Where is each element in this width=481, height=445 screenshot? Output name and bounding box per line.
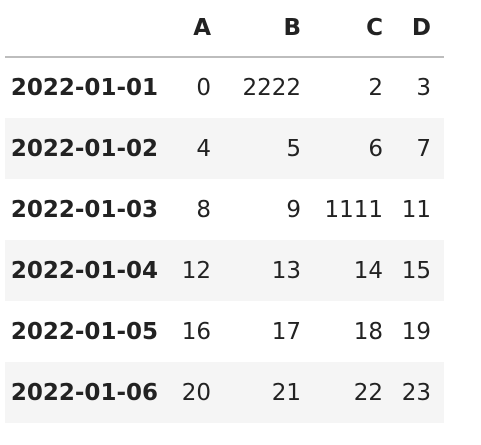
column-header-c: C	[314, 0, 396, 57]
index-header-corner	[5, 0, 171, 57]
table-cell: 5	[224, 118, 314, 179]
row-index-label: 2022-01-04	[5, 240, 171, 301]
table-row: 2022-01-01 0 2222 2 3	[5, 57, 444, 118]
column-header-d: D	[396, 0, 444, 57]
row-index-label: 2022-01-06	[5, 362, 171, 423]
table-cell: 19	[396, 301, 444, 362]
table-cell: 6	[314, 118, 396, 179]
table-cell: 1111	[314, 179, 396, 240]
table-cell: 20	[171, 362, 224, 423]
table-row: 2022-01-03 8 9 1111 11	[5, 179, 444, 240]
table-cell: 15	[396, 240, 444, 301]
table-cell: 4	[171, 118, 224, 179]
dataframe-output: A B C D 2022-01-01 0 2222 2 3 2022-01-02…	[5, 0, 444, 423]
table-cell: 7	[396, 118, 444, 179]
table-row: 2022-01-06 20 21 22 23	[5, 362, 444, 423]
table-cell: 2222	[224, 57, 314, 118]
table-cell: 2	[314, 57, 396, 118]
column-header-b: B	[224, 0, 314, 57]
table-cell: 22	[314, 362, 396, 423]
table-cell: 11	[396, 179, 444, 240]
table-cell: 17	[224, 301, 314, 362]
table-cell: 9	[224, 179, 314, 240]
row-index-label: 2022-01-03	[5, 179, 171, 240]
table-cell: 18	[314, 301, 396, 362]
table-cell: 21	[224, 362, 314, 423]
column-header-a: A	[171, 0, 224, 57]
table-row: 2022-01-05 16 17 18 19	[5, 301, 444, 362]
table-cell: 8	[171, 179, 224, 240]
table-cell: 12	[171, 240, 224, 301]
table-cell: 16	[171, 301, 224, 362]
row-index-label: 2022-01-01	[5, 57, 171, 118]
header-row: A B C D	[5, 0, 444, 57]
dataframe-table: A B C D 2022-01-01 0 2222 2 3 2022-01-02…	[5, 0, 444, 423]
table-cell: 3	[396, 57, 444, 118]
table-cell: 23	[396, 362, 444, 423]
table-row: 2022-01-04 12 13 14 15	[5, 240, 444, 301]
table-cell: 13	[224, 240, 314, 301]
table-row: 2022-01-02 4 5 6 7	[5, 118, 444, 179]
table-cell: 14	[314, 240, 396, 301]
row-index-label: 2022-01-05	[5, 301, 171, 362]
table-cell: 0	[171, 57, 224, 118]
row-index-label: 2022-01-02	[5, 118, 171, 179]
